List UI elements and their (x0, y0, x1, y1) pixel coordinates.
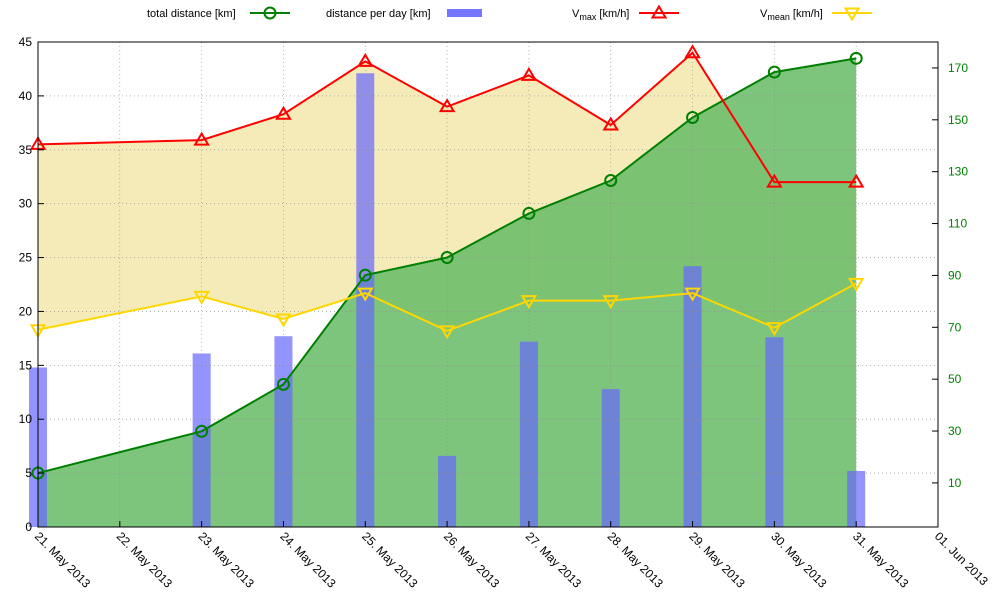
legend-vmean-label: Vmean [km/h] (760, 8, 823, 22)
vmean-point-2013-05-23 (193, 290, 210, 305)
x-tick-label-0: 21. May 2013 (32, 529, 94, 591)
x-tick-label-7: 28. May 2013 (605, 529, 667, 591)
x-tick-label-6: 27. May 2013 (523, 529, 585, 591)
total-point-2013-05-23 (195, 424, 209, 438)
left-tick-label-30: 30 (19, 197, 33, 211)
left-tick-label-25: 25 (19, 251, 33, 265)
left-tick-label-15: 15 (19, 358, 33, 372)
legend-total-label: total distance [km] (147, 8, 236, 20)
legend-daily-label: distance per day [km] (326, 8, 431, 20)
x-tick-label-2: 23. May 2013 (196, 529, 258, 591)
vmax-point-2013-05-31 (847, 173, 865, 188)
legend-total-marker (263, 6, 277, 20)
x-tick-label-8: 29. May 2013 (686, 529, 748, 591)
vmean-point-2013-05-29 (684, 287, 701, 302)
legend-vmax-label: Vmax [km/h] (572, 8, 629, 22)
legend-vmax-sub: max (579, 12, 597, 22)
x-tick-label-11: 01. Jun 2013 (932, 529, 991, 588)
bar-daily-2013-05-30 (765, 337, 784, 527)
right-tick-label-110: 110 (948, 217, 967, 231)
x-tick-label-10: 31. May 2013 (850, 529, 912, 591)
legend-vmean-unit: [km/h] (790, 8, 823, 20)
total-point-2013-05-27 (522, 206, 536, 220)
vmean-point-2013-05-28 (602, 295, 619, 310)
bar-daily-2013-05-26 (438, 455, 457, 527)
vmean-point-2013-05-30 (766, 322, 783, 337)
vmean-point-2013-05-25 (357, 287, 374, 302)
right-tick-label-10: 10 (948, 476, 962, 490)
right-tick-label-30: 30 (948, 424, 962, 438)
total-point-2013-05-29 (686, 110, 700, 124)
total-point-2013-05-25 (358, 268, 372, 282)
vmean-point-2013-05-24 (275, 313, 292, 328)
x-tick-label-5: 26. May 2013 (441, 529, 503, 591)
vmax-point-2013-05-25 (357, 52, 374, 67)
total-point-2013-05-28 (604, 173, 618, 187)
left-tick-label-5: 5 (25, 466, 32, 480)
vmean-point-2013-05-26 (438, 325, 456, 340)
right-tick-label-50: 50 (948, 372, 962, 386)
legend: total distance [km] distance per day [km… (147, 4, 872, 22)
total-point-2013-05-24 (276, 377, 290, 391)
left-tick-label-20: 20 (19, 304, 33, 318)
vmax-point-2013-05-26 (438, 98, 456, 113)
plot-border (37, 41, 939, 528)
vmean-line (37, 282, 857, 332)
plot-frame (37, 41, 939, 528)
vmax-point-2013-05-24 (275, 105, 292, 120)
legend-daily-swatch (447, 9, 482, 17)
right-tick-label-90: 90 (948, 268, 962, 282)
legend-vmean-main: V (760, 8, 768, 20)
right-tick-label-130: 130 (948, 165, 968, 179)
vmax-point-2013-05-27 (520, 66, 538, 81)
legend-vmax-unit: [km/h] (596, 8, 629, 20)
left-tick-label-40: 40 (19, 89, 33, 103)
vmax-line (37, 51, 857, 184)
vmax-point-2013-05-23 (193, 131, 210, 146)
x-tick-label-1: 22. May 2013 (114, 529, 176, 591)
legend-vmax-marker (650, 4, 668, 19)
legend-vmean-marker (843, 7, 861, 22)
right-tick-label-150: 150 (948, 113, 968, 127)
x-tick-label-3: 24. May 2013 (277, 529, 339, 591)
bar-daily-2013-05-23 (192, 353, 211, 527)
total-line (37, 57, 857, 475)
vmean-point-2013-05-31 (847, 277, 865, 292)
bar-daily-2013-05-29 (683, 266, 702, 527)
vmax-point-2013-05-29 (684, 44, 701, 59)
total-point-2013-05-30 (767, 65, 781, 79)
left-tick-label-10: 10 (19, 412, 33, 426)
total-point-2013-05-31 (849, 51, 863, 65)
total-distance-area-layer (38, 58, 857, 528)
legend-vmax-main: V (572, 8, 580, 20)
right-tick-label-70: 70 (948, 320, 962, 334)
vmax-point-2013-05-28 (602, 116, 619, 131)
legend-vmean-sub: mean (767, 12, 790, 22)
left-tick-label-45: 45 (19, 35, 33, 49)
vmean-point-2013-05-27 (520, 295, 538, 310)
vmax-point-2013-05-30 (766, 173, 783, 188)
left-tick-label-0: 0 (25, 520, 32, 534)
total-point-2013-05-26 (440, 251, 454, 265)
x-tick-label-9: 30. May 2013 (768, 529, 830, 591)
x-tick-label-4: 25. May 2013 (359, 529, 421, 591)
right-tick-label-170: 170 (948, 61, 968, 75)
series-lines-layer (29, 44, 865, 480)
total-distance-area (38, 58, 857, 528)
left-tick-label-35: 35 (19, 143, 33, 157)
